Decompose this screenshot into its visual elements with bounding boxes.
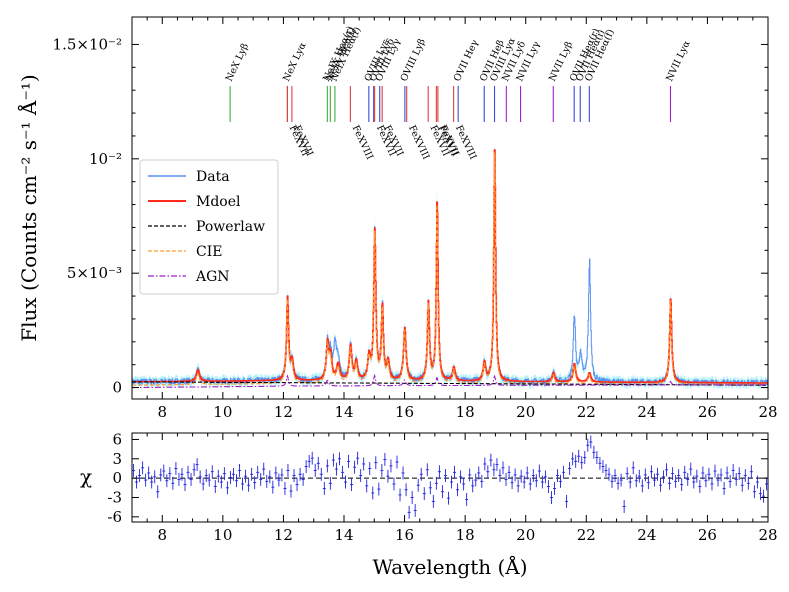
- x-tick-label: 26: [698, 403, 717, 421]
- y-tick-label: 0: [112, 469, 122, 487]
- x-tick-label: 22: [577, 403, 596, 421]
- residual-panel: 8 10 12 14 16 18 20 22 24 26 28 -6 -303 6 χ Wavelength …: [80, 430, 778, 579]
- x-tick-label: 16: [395, 526, 414, 544]
- x-axis-title: Wavelength (Å): [372, 554, 527, 579]
- x-tick-label: 20: [516, 526, 535, 544]
- y-axis-title: Flux (Counts cm⁻² s⁻¹ Å⁻¹): [16, 74, 41, 341]
- legend-box: [139, 159, 279, 295]
- x-tick-label: 20: [516, 403, 535, 421]
- x-tick-label: 22: [577, 526, 596, 544]
- x-tick-label: 8: [158, 403, 168, 421]
- legend: Data Mdoel Powerlaw CIE AGN: [139, 159, 279, 295]
- x-tick-label: 18: [456, 526, 475, 544]
- line-marker-label: NeX Lyβ: [224, 41, 251, 83]
- x-tick-label: 28: [758, 526, 777, 544]
- y-tick-label: 10⁻²: [89, 150, 122, 168]
- legend-entry: CIE: [196, 244, 222, 260]
- line-marker-label: FeXVIII: [350, 124, 376, 162]
- model-series: [132, 149, 768, 384]
- x-tick-label: 12: [274, 403, 293, 421]
- line-markers: NeX Lyβ NeX Lyα NeIX Heα(r)NeIX Heα(i)NeIX…: [224, 24, 693, 161]
- x-tick-label: 14: [334, 403, 353, 421]
- legend-entry: Powerlaw: [196, 219, 265, 235]
- spectrum-panel: NeX Lyβ NeX Lyα NeIX Heα(r)NeIX Heα(i)NeIX…: [16, 16, 778, 421]
- cie-series: [132, 152, 768, 386]
- y-axis-title: χ: [80, 465, 92, 489]
- legend-entry: Data: [196, 169, 230, 185]
- y-tick-label: 6: [112, 430, 122, 448]
- y-tick-label: 5×10⁻³: [67, 264, 122, 282]
- x-tick-label: 24: [637, 526, 656, 544]
- y-tick-label: 0: [112, 379, 122, 397]
- x-tick-label: 18: [456, 403, 475, 421]
- y-tick-label: 1.5×10⁻²: [53, 35, 122, 53]
- line-marker-label: NVII Lyα: [664, 39, 693, 84]
- line-marker-label: OVIII Lyβ: [399, 37, 429, 84]
- x-tick-label: 14: [334, 526, 353, 544]
- line-marker-label: NeX Lyα: [281, 40, 309, 83]
- line-marker-label: FeXVIII: [406, 124, 432, 162]
- x-tick-label: 10: [213, 526, 232, 544]
- x-tick-label: 10: [213, 403, 232, 421]
- x-tick-label: 12: [274, 526, 293, 544]
- y-tick-label: -6: [107, 508, 122, 526]
- x-tick-label: 28: [758, 403, 777, 421]
- line-marker-label: OVII Heγ: [452, 38, 481, 83]
- legend-entry: Mdoel: [196, 194, 241, 210]
- x-tick-label: 24: [637, 403, 656, 421]
- y-tick-label: -3: [107, 488, 122, 506]
- x-tick-label: 26: [698, 526, 717, 544]
- x-tick-label: 16: [395, 403, 414, 421]
- y-tick-label: 3: [112, 450, 122, 468]
- agn-series: [132, 373, 768, 389]
- x-tick-label: 8: [158, 526, 168, 544]
- legend-entry: AGN: [195, 269, 230, 285]
